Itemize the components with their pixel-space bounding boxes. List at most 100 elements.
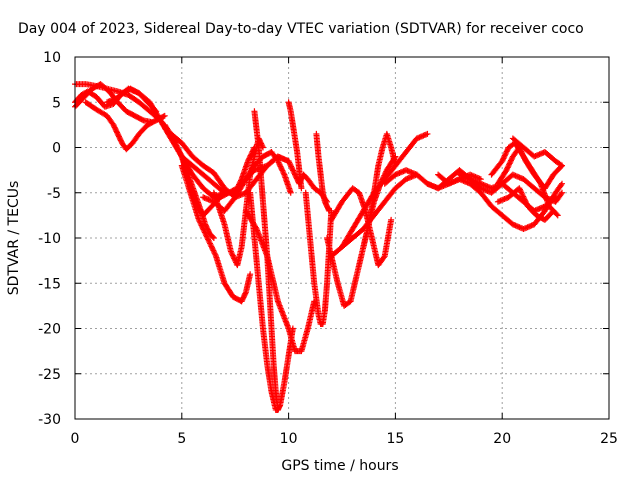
data-point [388,216,395,223]
data-point [287,189,294,196]
data-point [504,164,511,171]
data-point [286,160,293,167]
data-point [172,139,179,146]
data-point [501,152,508,159]
data-point [506,160,513,167]
data-point [550,207,557,214]
data-point [507,158,514,165]
data-point [212,251,219,258]
data-point [326,207,333,214]
data-point [520,194,527,201]
data-point [161,112,168,119]
data-point [516,185,523,192]
data-point [139,116,146,123]
data-point [200,226,207,233]
data-point [202,230,209,237]
data-point [220,188,227,195]
y-tick-label: -25 [38,367,61,383]
data-point [211,248,218,255]
data-point [208,243,215,250]
data-point [204,235,211,241]
data-point [274,406,281,413]
data-point [290,167,297,174]
data-point [230,254,237,261]
data-point [504,165,511,172]
data-point [500,155,507,162]
y-tick-label: -10 [38,231,61,247]
data-point [176,147,183,154]
data-point [198,222,205,229]
data-point [207,240,214,247]
data-point [196,218,203,225]
data-point [519,192,526,199]
data-point [287,162,294,169]
data-point [209,244,216,251]
data-point [424,130,431,137]
data-points [72,81,566,413]
series-track-9 [178,144,258,196]
data-point [520,154,527,161]
data-point [517,188,524,195]
series-track-24 [360,130,399,251]
data-point [160,113,167,120]
series-track-18 [302,189,335,327]
y-axis-title: SDTVAR / TECUs [6,181,22,296]
data-point [280,168,287,175]
data-point [502,151,509,158]
data-point [522,197,529,204]
data-point [203,232,210,239]
data-point [211,250,218,257]
data-point [559,162,566,169]
data-point [499,158,506,165]
y-tick-label: -20 [38,322,61,338]
data-point [209,233,216,240]
data-point [247,271,254,278]
data-point [210,235,217,241]
y-tick-label: 5 [52,95,61,111]
data-point [195,216,202,223]
data-point [210,247,217,254]
data-point [229,252,236,259]
data-point [558,191,565,198]
data-point [290,168,297,175]
data-point [558,181,565,188]
data-point [506,161,513,168]
series-track-12 [200,149,294,214]
data-point [288,163,295,170]
data-point [553,211,560,218]
data-point [503,167,510,174]
data-point [242,290,249,297]
data-point [207,241,214,248]
data-point [280,170,287,177]
data-point [557,161,564,168]
data-point [278,166,285,173]
data-point [205,236,212,243]
data-point [520,193,527,200]
y-tick-label: -15 [38,276,61,292]
data-point [231,255,238,262]
data-point [518,148,525,155]
data-point [228,249,235,256]
x-tick-label: 15 [386,431,404,447]
data-point [205,237,212,244]
data-point [552,194,559,201]
data-point [291,170,298,177]
data-point [247,152,254,159]
data-point [504,147,511,154]
data-point [229,251,236,258]
data-point [551,195,558,202]
data-point [518,189,525,196]
data-point [201,228,208,235]
series-track-4 [82,99,168,153]
series-track-32 [494,185,557,223]
x-tick-label: 25 [600,431,618,447]
series-track-17 [285,99,305,192]
x-tick-label: 10 [280,431,298,447]
data-point [521,196,528,203]
y-tick-label: 10 [43,50,61,66]
chart-title: Day 004 of 2023, Sidereal Day-to-day VTE… [18,21,584,37]
data-point [252,224,259,231]
plot-frame [74,56,610,420]
data-point [197,219,204,226]
